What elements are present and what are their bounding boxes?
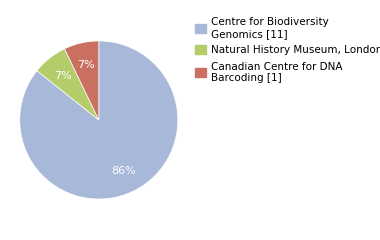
Legend: Centre for Biodiversity
Genomics [11], Natural History Museum, London [1], Canad: Centre for Biodiversity Genomics [11], N… [195, 17, 380, 83]
Wedge shape [20, 41, 178, 199]
Text: 7%: 7% [54, 71, 72, 80]
Text: 7%: 7% [77, 60, 95, 70]
Text: 86%: 86% [111, 166, 136, 176]
Wedge shape [37, 49, 99, 120]
Wedge shape [65, 41, 99, 120]
